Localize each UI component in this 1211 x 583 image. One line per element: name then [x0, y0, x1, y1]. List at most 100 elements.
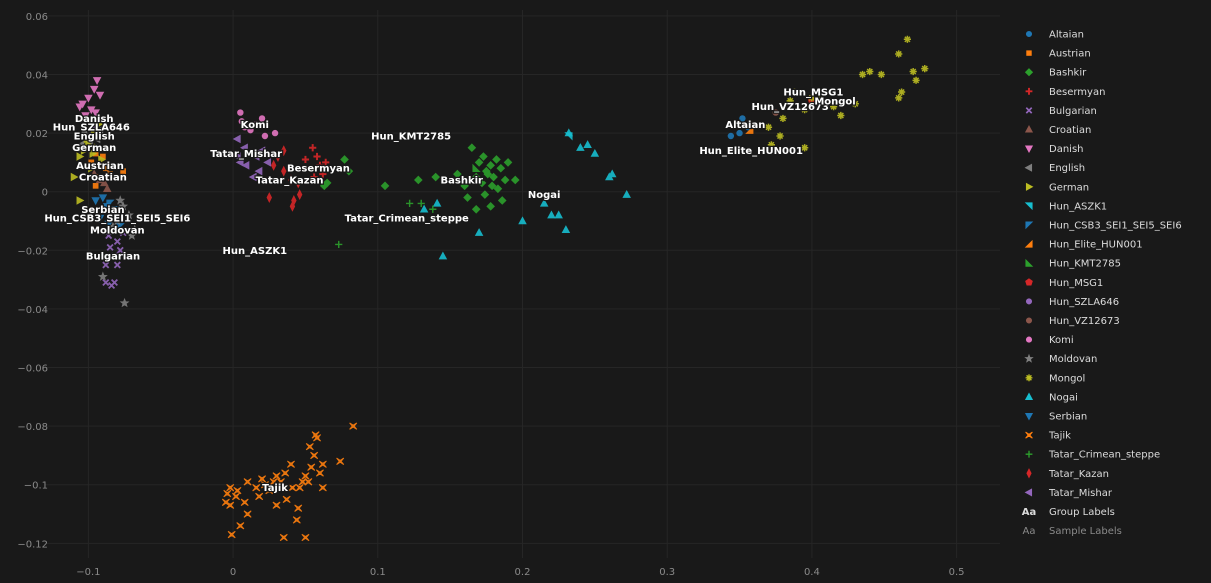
- legend-item[interactable]: Altaian: [1025, 30, 1084, 41]
- group-label: Tajik: [262, 483, 288, 494]
- legend-item[interactable]: Hun_CSB3_SEI1_SEI5_SEI6: [1025, 221, 1182, 232]
- series-nogai: [419, 128, 631, 260]
- series-hun-kmt2785: [472, 163, 481, 172]
- legend-item[interactable]: Hun_MSG1: [1025, 278, 1104, 289]
- legend-item[interactable]: Hun_ASZK1: [1024, 201, 1107, 212]
- data-point: [93, 143, 102, 152]
- legend-marker: [1025, 107, 1033, 114]
- data-point: [453, 169, 462, 179]
- legend[interactable]: Altaian Austrian Bashkir Besermyan Bulgarian…: [1022, 30, 1182, 538]
- legend-item[interactable]: German: [1025, 182, 1089, 193]
- legend-item[interactable]: Tatar_Mishar: [1024, 488, 1113, 499]
- data-point: [497, 196, 507, 205]
- legend-marker: [1024, 353, 1034, 363]
- legend-marker: [1024, 68, 1034, 77]
- x-tick-label: 0.4: [804, 567, 820, 578]
- legend-item[interactable]: Tatar_Crimean_steppe: [1025, 450, 1161, 461]
- y-tick-label: −0.1: [24, 481, 48, 492]
- data-point: [258, 475, 267, 483]
- data-point: [298, 478, 307, 486]
- y-tick-label: 0.06: [26, 12, 48, 23]
- data-point: [233, 486, 242, 495]
- legend-item[interactable]: Komi: [1025, 335, 1074, 346]
- data-point: [316, 161, 324, 169]
- data-point: [89, 169, 99, 178]
- data-point: [104, 220, 113, 229]
- legend-item[interactable]: Hun_Elite_HUN001: [1024, 239, 1143, 251]
- data-point: [310, 173, 318, 181]
- legend-item[interactable]: Croatian: [1024, 125, 1092, 136]
- data-point: [272, 501, 281, 509]
- data-point: [252, 484, 261, 492]
- data-point: [70, 172, 79, 182]
- group-label: Hun_MSG1: [783, 88, 843, 99]
- data-point: [240, 498, 249, 506]
- data-point: [294, 504, 303, 512]
- legend-item[interactable]: Hun_SZLA646: [1025, 297, 1119, 308]
- data-point: [851, 100, 859, 108]
- data-point: [76, 152, 85, 161]
- y-tick-label: −0.06: [17, 364, 48, 375]
- legend-item[interactable]: Mongol: [1025, 373, 1086, 384]
- legend-label: Hun_MSG1: [1049, 278, 1103, 289]
- legend-item[interactable]: Hun_KMT2785: [1025, 259, 1121, 270]
- data-point: [232, 134, 241, 144]
- legend-marker: [1024, 239, 1033, 248]
- data-point: [102, 279, 110, 287]
- legend-item[interactable]: Tatar_Kazan: [1026, 468, 1109, 480]
- data-point: [605, 172, 614, 181]
- data-point: [474, 158, 484, 167]
- legend-label: Bashkir: [1049, 68, 1087, 79]
- legend-item[interactable]: Hun_VZ12673: [1025, 316, 1120, 327]
- legend-item-sample-labels[interactable]: Aa Sample Labels: [1023, 526, 1122, 537]
- legend-item[interactable]: Tajik: [1025, 431, 1072, 442]
- legend-marker: [1024, 488, 1033, 497]
- series-besermyan: [301, 144, 330, 181]
- data-point: [417, 199, 425, 208]
- legend-item[interactable]: Moldovan: [1024, 353, 1098, 365]
- data-point: [248, 172, 257, 182]
- legend-item[interactable]: Besermyan: [1025, 87, 1106, 98]
- legend-item[interactable]: Bashkir: [1024, 68, 1088, 79]
- data-point: [281, 165, 287, 177]
- legend-label: English: [1049, 163, 1085, 174]
- data-point: [111, 206, 121, 214]
- legend-item[interactable]: Serbian: [1024, 412, 1087, 423]
- data-point: [429, 205, 437, 213]
- legend-marker: [1025, 278, 1033, 286]
- legend-item[interactable]: Bulgarian: [1025, 106, 1097, 117]
- data-point: [486, 202, 495, 211]
- legend-label: Komi: [1049, 335, 1074, 346]
- data-point: [281, 145, 287, 157]
- group-label: Komi: [241, 120, 269, 131]
- legend-item[interactable]: Nogai: [1024, 392, 1078, 403]
- data-point: [255, 492, 264, 501]
- legend-marker: [1024, 202, 1033, 211]
- data-point: [322, 158, 330, 166]
- legend-item[interactable]: Danish: [1024, 144, 1084, 155]
- legend-marker: [1025, 87, 1033, 95]
- data-point: [463, 193, 472, 202]
- series-tatar-kazan: [266, 145, 303, 212]
- data-point: [113, 261, 121, 269]
- data-point: [295, 484, 304, 492]
- data-point: [95, 175, 105, 184]
- data-point: [75, 103, 84, 112]
- legend-item[interactable]: Austrian: [1026, 49, 1091, 60]
- data-point: [102, 165, 109, 172]
- data-point: [253, 121, 260, 128]
- group-label: Altaian: [725, 120, 765, 131]
- legend-marker: [1024, 163, 1033, 172]
- legend-marker: [1025, 298, 1033, 305]
- data-point: [260, 481, 269, 489]
- data-point: [100, 178, 109, 187]
- data-point: [81, 112, 90, 121]
- legend-item-group-labels[interactable]: Aa Group Labels: [1022, 507, 1115, 518]
- x-tick-label: 0.1: [370, 567, 386, 578]
- data-point: [92, 77, 102, 85]
- data-point: [486, 161, 495, 170]
- data-point: [295, 177, 301, 189]
- group-label: Hun_KMT2785: [371, 132, 451, 143]
- legend-item[interactable]: English: [1024, 163, 1086, 174]
- data-point: [95, 91, 105, 100]
